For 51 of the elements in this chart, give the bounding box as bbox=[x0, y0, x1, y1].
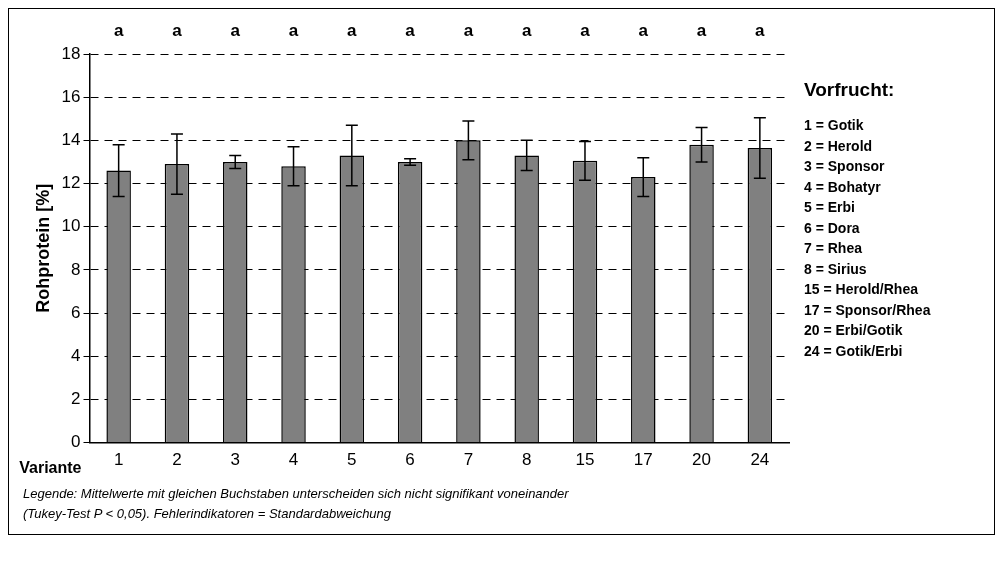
x-tick-label: 24 bbox=[750, 450, 770, 470]
text: a bbox=[696, 21, 707, 41]
text: a bbox=[405, 21, 416, 41]
text: a bbox=[463, 21, 474, 41]
x-tick-label: 6 bbox=[405, 450, 415, 470]
text: (Tukey-Test P < 0,05). Fehlerindikatoren = Standardabweichung bbox=[23, 505, 393, 523]
y-tick-label: 10 bbox=[61, 216, 81, 236]
text: a bbox=[347, 21, 358, 41]
y-tick-label: 8 bbox=[71, 259, 81, 279]
text: a bbox=[172, 21, 183, 41]
x-tick-label: 5 bbox=[347, 450, 357, 470]
text: 24 = Gotik/Erbi bbox=[804, 341, 904, 361]
text: 1 = Gotik bbox=[804, 116, 865, 135]
text: 3 = Sponsor bbox=[804, 157, 886, 176]
text: 15 = Herold/Rhea bbox=[804, 280, 919, 299]
x-tick-label: 7 bbox=[463, 450, 474, 470]
y-tick-label: 6 bbox=[71, 302, 81, 322]
x-tick-label: 15 bbox=[575, 450, 595, 470]
text: 20 = Erbi/Gotik bbox=[804, 321, 904, 340]
x-tick-label: 17 bbox=[633, 450, 653, 470]
text: Legende: Mittelwerte mit gleichen Buchstaben unterscheiden sich nicht signifikant voneinander bbox=[23, 485, 569, 503]
text: a bbox=[521, 21, 532, 41]
text: a bbox=[288, 21, 299, 41]
y-axis-title: Rohprotein [%] bbox=[32, 183, 53, 313]
y-tick-label: 4 bbox=[71, 345, 81, 365]
text: a bbox=[580, 21, 591, 41]
x-tick-label: 20 bbox=[692, 450, 712, 470]
y-tick-label: 14 bbox=[61, 130, 81, 150]
x-axis-title: Variante bbox=[19, 459, 82, 477]
text: 8 = Sirius bbox=[804, 259, 868, 279]
text: 2 = Herold bbox=[804, 136, 874, 156]
legend-title: Vorfrucht: bbox=[804, 79, 896, 101]
y-tick-label: 2 bbox=[71, 389, 81, 409]
text: 5 = Erbi bbox=[804, 198, 856, 217]
text: 17 = Sponsor/Rhea bbox=[804, 300, 932, 320]
x-tick-label: 1 bbox=[113, 450, 124, 470]
text: 6 = Dora bbox=[804, 218, 861, 238]
text: a bbox=[230, 21, 241, 41]
y-tick-label: 12 bbox=[61, 173, 81, 193]
x-tick-label: 3 bbox=[230, 450, 240, 470]
text: a bbox=[755, 21, 766, 41]
text: 4 = Bohatyr bbox=[804, 177, 882, 197]
x-tick-label: 8 bbox=[521, 450, 532, 470]
y-tick-label: 16 bbox=[61, 86, 81, 106]
x-tick-label: 4 bbox=[288, 450, 299, 470]
text: a bbox=[638, 21, 649, 41]
y-tick-label: 18 bbox=[61, 43, 81, 63]
x-tick-label: 2 bbox=[172, 450, 182, 470]
text: 7 = Rhea bbox=[804, 239, 863, 258]
y-tick-label: 0 bbox=[71, 432, 81, 452]
text: a bbox=[113, 21, 124, 41]
